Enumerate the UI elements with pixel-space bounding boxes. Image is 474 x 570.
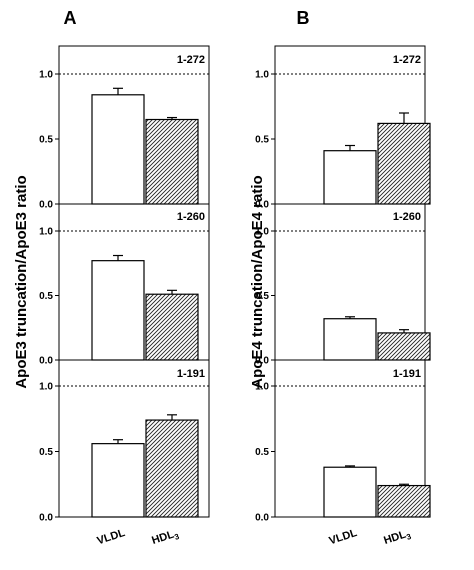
bar-vldl (323, 150, 377, 205)
bar-vldl (91, 94, 145, 205)
bar-vldl (323, 318, 377, 361)
panel-a: A ApoE3 truncation/ApoE3 ratio 0.0 0.5 1.0 1-… (13, 8, 210, 549)
bar-hdl3 (145, 419, 199, 518)
bar-hdl3 (377, 122, 431, 205)
bar-hdl3 (377, 484, 431, 518)
y-tick-label: 0.0 (39, 356, 53, 367)
y-tick-label: 0.0 (255, 513, 269, 524)
y-tick-label: 1.0 (255, 382, 269, 393)
y-tick-label: 0.5 (39, 291, 53, 302)
y-axis-label: ApoE4 truncation/ApoE4 ratio (249, 175, 266, 388)
x-category-label: HDL3 (382, 527, 413, 549)
subpanel-label: 1-191 (177, 368, 205, 380)
bar-hdl3 (377, 332, 431, 361)
subpanel-1-272: 0.0 0.5 1.0 1-272 (255, 45, 431, 211)
panel-letter: B (297, 8, 310, 28)
subpanel-1-191: 0.0 0.5 1.0 1-191 (255, 359, 431, 524)
panel-letter: A (64, 8, 77, 28)
bar-vldl (323, 466, 377, 518)
y-tick-label: 0.5 (39, 447, 53, 458)
y-tick-label: 0.0 (39, 200, 53, 211)
subpanel-label: 1-272 (393, 54, 421, 66)
y-tick-label: 1.0 (39, 382, 53, 393)
x-category-label: VLDL (328, 527, 359, 547)
subpanel-label: 1-260 (177, 211, 205, 223)
subpanel-label: 1-191 (393, 368, 421, 380)
y-tick-label: 0.5 (255, 447, 269, 458)
y-tick-label: 0.5 (255, 135, 269, 146)
y-tick-label: 0.5 (255, 291, 269, 302)
bar-hdl3 (145, 118, 199, 205)
bar-hdl3 (145, 293, 199, 361)
bar-vldl (91, 443, 145, 518)
subpanel-1-260: 0.0 0.5 1.0 1-260 (255, 203, 431, 367)
y-tick-label: 0.0 (255, 356, 269, 367)
subpanel-label: 1-272 (177, 54, 205, 66)
x-category-label: VLDL (96, 527, 127, 547)
y-tick-label: 1.0 (255, 70, 269, 81)
y-tick-label: 0.0 (39, 513, 53, 524)
y-tick-label: 0.0 (255, 200, 269, 211)
y-tick-label: 1.0 (255, 227, 269, 238)
x-category-label: HDL3 (150, 527, 181, 549)
y-tick-label: 1.0 (39, 227, 53, 238)
subpanel-label: 1-260 (393, 211, 421, 223)
subpanel-1-272: 0.0 0.5 1.0 1-272 (39, 45, 210, 211)
bar-vldl (91, 260, 145, 361)
y-tick-label: 1.0 (39, 70, 53, 81)
subpanel-1-260: 0.0 0.5 1.0 1-260 (39, 203, 210, 367)
y-axis-label: ApoE3 truncation/ApoE3 ratio (13, 175, 30, 388)
subpanel-1-191: 0.0 0.5 1.0 1-191 (39, 359, 210, 524)
y-tick-label: 0.5 (39, 135, 53, 146)
